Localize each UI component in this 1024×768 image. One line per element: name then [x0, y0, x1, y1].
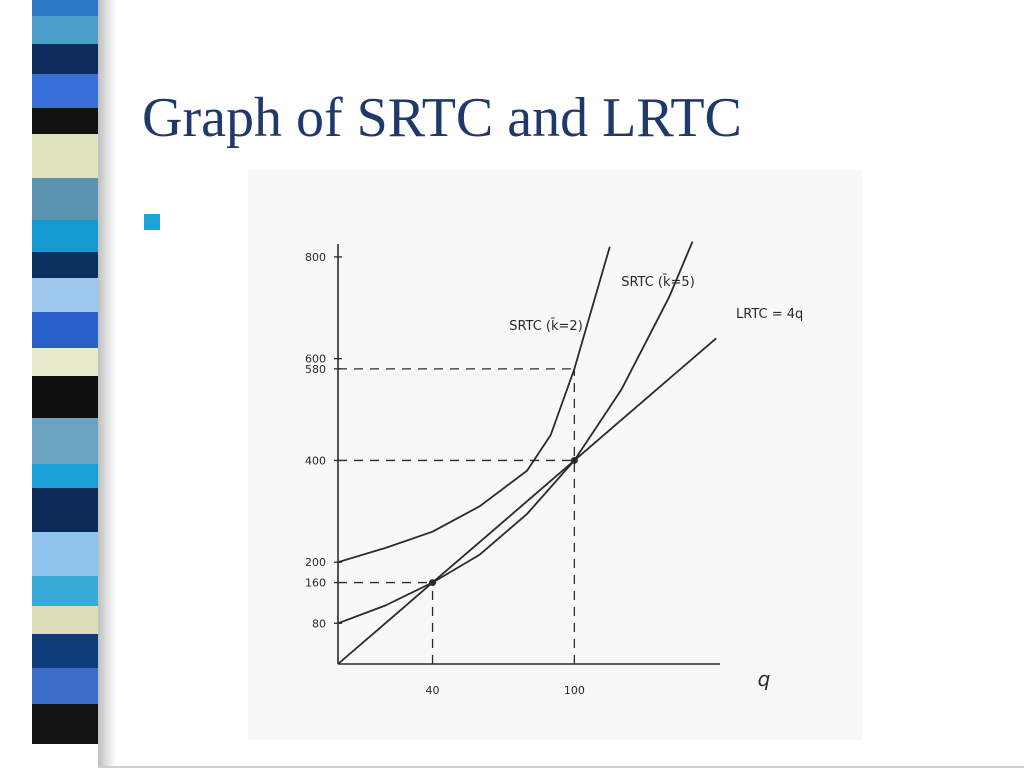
stripe	[32, 0, 98, 16]
stripe	[32, 252, 98, 278]
stripe	[32, 376, 98, 418]
bullet-square-icon	[144, 214, 160, 230]
stripe	[32, 606, 98, 634]
srtc-k5-curve-label: SRTC (k̄=5)	[621, 275, 695, 290]
slide-title: Graph of SRTC and LRTC	[142, 87, 742, 149]
bottom-rule	[98, 766, 1024, 768]
lrtc-line-label: LRTC = 4q	[736, 307, 803, 322]
lrtc-line	[337, 337, 717, 665]
stripe	[32, 44, 98, 74]
stripe	[32, 16, 98, 44]
stripe	[32, 488, 98, 532]
stripe	[32, 108, 98, 134]
stripe	[32, 532, 98, 576]
x-tick-label: 40	[426, 684, 440, 697]
y-tick-label: 600	[305, 353, 326, 366]
srtc-k2-curve-label: SRTC (k̄=2)	[509, 319, 583, 334]
srtc-k5-curve	[337, 241, 694, 625]
stripe	[32, 178, 98, 220]
stripe	[32, 134, 98, 178]
x-axis-label: q	[758, 667, 771, 691]
tangency-point	[570, 456, 578, 464]
stripe-shadow	[98, 0, 116, 768]
stripe	[32, 74, 98, 108]
stripe	[32, 312, 98, 348]
stripe	[32, 668, 98, 704]
stripe	[32, 220, 98, 252]
decorative-stripe-bar	[32, 0, 98, 768]
y-tick-label: 80	[312, 617, 326, 630]
tangency-point	[429, 579, 437, 587]
stripe	[32, 576, 98, 606]
stripe	[32, 704, 98, 744]
y-tick-label: 800	[305, 251, 326, 264]
stripe	[32, 634, 98, 668]
stripe	[32, 278, 98, 312]
y-tick-label: 580	[305, 363, 326, 376]
srtc-k2-curve	[337, 246, 611, 564]
stripe	[32, 418, 98, 464]
y-tick-label: 160	[305, 577, 326, 590]
y-tick-label: 200	[305, 556, 326, 569]
stripe	[32, 348, 98, 376]
graph-figure: 80 160 200 400 580 600 800 40 100 q LRTC = 4q SRTC …	[248, 170, 862, 740]
stripe	[32, 464, 98, 488]
x-tick-label: 100	[564, 684, 585, 697]
y-tick-label: 400	[305, 454, 326, 467]
